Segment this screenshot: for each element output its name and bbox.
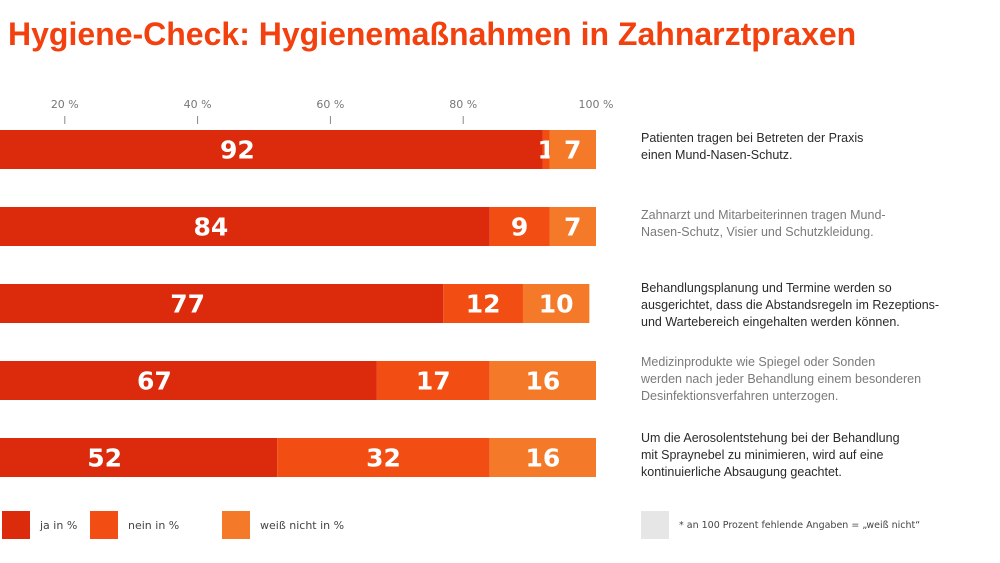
category-description: Zahnarzt und Mitarbeiterinnen tragen Mun… — [641, 207, 993, 241]
description-line: mit Spraynebel zu minimieren, wird auf e… — [641, 448, 884, 462]
description-line: Zahnarzt und Mitarbeiterinnen tragen Mun… — [641, 208, 886, 222]
data-label: 7 — [564, 136, 581, 165]
description-line: Patienten tragen bei Betreten der Praxis — [641, 131, 864, 145]
data-label: 67 — [137, 367, 172, 396]
legend-label: weiß nicht in % — [260, 518, 345, 532]
data-label: 84 — [193, 213, 228, 242]
chart-title: Hygiene-Check: Hygienemaßnahmen in Zahna… — [8, 16, 857, 52]
description-line: Nasen-Schutz, Visier und Schutzkleidung. — [641, 225, 874, 239]
bar-segment — [542, 130, 550, 169]
bar-segment — [0, 438, 278, 477]
bar-segment — [0, 284, 444, 323]
data-label: 7 — [564, 213, 581, 242]
description-line: und Wartebereich eingehalten werden könn… — [641, 315, 900, 329]
description-line: ausgerichtet, dass die Abstandsregeln im… — [641, 298, 940, 312]
legend-item-nein: nein in % — [90, 511, 179, 539]
footnote: * an 100 Prozent fehlende Angaben = „wei… — [641, 511, 920, 539]
bar-segment — [376, 361, 490, 400]
data-label: 77 — [170, 290, 205, 319]
description-line: Behandlungsplanung und Termine werden so — [641, 281, 892, 295]
description-line: werden nach jeder Behandlung einem beson… — [641, 372, 922, 386]
description-line: kontinuierliche Absaugung geachtet. — [641, 465, 842, 479]
bar-segment — [522, 284, 590, 323]
tick-label: 80 % — [449, 98, 477, 111]
data-label: 32 — [366, 444, 401, 473]
bar-segment — [489, 438, 596, 477]
description-line: einen Mund-Nasen-Schutz. — [641, 148, 793, 162]
legend-swatch-ja — [2, 511, 30, 539]
legend-swatch-nein — [90, 511, 118, 539]
data-label: 52 — [87, 444, 122, 473]
tick-label: 100 % — [579, 98, 614, 111]
bar-segment — [277, 438, 490, 477]
footnote-swatch — [641, 511, 669, 539]
bar-segment — [489, 207, 550, 246]
legend-item-weiss-nicht: weiß nicht in % — [222, 511, 344, 539]
data-label: 12 — [466, 290, 501, 319]
legend-label: nein in % — [128, 518, 180, 532]
footnote-text: * an 100 Prozent fehlende Angaben = „wei… — [679, 519, 921, 531]
legend-swatch-weiss-nicht — [222, 511, 250, 539]
category-description: Behandlungsplanung und Termine werden so… — [641, 280, 993, 331]
category-description: Um die Aerosolentstehung bei der Behandl… — [641, 430, 993, 481]
bar-segment — [0, 361, 377, 400]
bar-segment — [0, 130, 543, 169]
data-label: 92 — [220, 136, 255, 165]
tick-label: 40 % — [184, 98, 212, 111]
category-description: Medizinprodukte wie Spiegel oder Sonden w… — [641, 354, 993, 405]
data-label: 16 — [525, 444, 560, 473]
legend-label: ja in % — [40, 518, 78, 532]
bar-segment — [549, 130, 596, 169]
bar-segment — [549, 207, 596, 246]
description-line: Medizinprodukte wie Spiegel oder Sonden — [641, 355, 876, 369]
data-label: 17 — [416, 367, 451, 396]
tick-label: 60 % — [316, 98, 344, 111]
data-label: 16 — [525, 367, 560, 396]
bar-segment — [489, 361, 596, 400]
bar-segment — [443, 284, 523, 323]
category-description: Patienten tragen bei Betreten der Praxis… — [641, 130, 993, 164]
data-label: 10 — [539, 290, 574, 319]
description-line: Um die Aerosolentstehung bei der Behandl… — [641, 431, 900, 445]
tick-label: 20 % — [51, 98, 79, 111]
description-line: Desinfektionsverfahren unterzogen. — [641, 389, 839, 403]
legend-item-ja: ja in % — [2, 511, 77, 539]
bar-segment — [0, 207, 490, 246]
data-label: 9 — [511, 213, 528, 242]
